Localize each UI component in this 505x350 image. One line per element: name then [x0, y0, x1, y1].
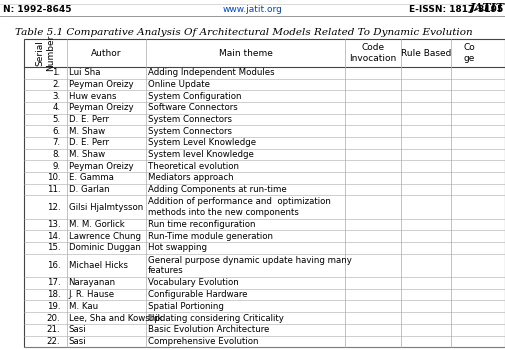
Text: Mediators approach: Mediators approach [147, 173, 233, 182]
Text: www.jatit.org: www.jatit.org [223, 6, 282, 14]
Text: Peyman Oreizy: Peyman Oreizy [69, 103, 133, 112]
Text: 1.: 1. [52, 68, 60, 77]
Text: Table 5.1 Comparative Analysis Of Architectural Models Related To Dynamic Evolut: Table 5.1 Comparative Analysis Of Archit… [15, 28, 472, 37]
Text: 17.: 17. [46, 279, 60, 287]
Text: Rule Based: Rule Based [400, 49, 450, 57]
Text: E. Gamma: E. Gamma [69, 173, 113, 182]
Text: System Configuration: System Configuration [147, 92, 241, 100]
Text: 8.: 8. [52, 150, 60, 159]
Text: Hot swapping: Hot swapping [147, 244, 207, 252]
Text: Main theme: Main theme [218, 49, 272, 57]
Text: N: 1992-8645: N: 1992-8645 [3, 6, 71, 14]
Text: Serial
Number: Serial Number [36, 35, 55, 71]
Text: Peyman Oreizy: Peyman Oreizy [69, 80, 133, 89]
Text: System level Knowledge: System level Knowledge [147, 150, 254, 159]
Text: Online Update: Online Update [147, 80, 210, 89]
Text: 12.: 12. [46, 203, 60, 211]
Text: Adding Components at run-time: Adding Components at run-time [147, 185, 286, 194]
Text: Michael Hicks: Michael Hicks [69, 261, 127, 270]
Text: Narayanan: Narayanan [69, 279, 116, 287]
Text: 15.: 15. [46, 244, 60, 252]
Text: 4.: 4. [52, 103, 60, 112]
Text: 18.: 18. [46, 290, 60, 299]
Text: Peyman Oreizy: Peyman Oreizy [69, 162, 133, 171]
Text: E-ISSN: 1817-3195: E-ISSN: 1817-3195 [409, 6, 502, 14]
Text: Theoretical evolution: Theoretical evolution [147, 162, 238, 171]
Text: D. E. Perr: D. E. Perr [69, 138, 109, 147]
Text: Vocabulary Evolution: Vocabulary Evolution [147, 279, 238, 287]
Text: D. E. Perr: D. E. Perr [69, 115, 109, 124]
Text: Sasi: Sasi [69, 325, 86, 334]
Text: 16.: 16. [46, 261, 60, 270]
Text: 22.: 22. [46, 337, 60, 346]
Text: System Connectors: System Connectors [147, 115, 231, 124]
Text: Code
Invocation: Code Invocation [349, 43, 396, 63]
Text: J. R. Hause: J. R. Hause [69, 290, 115, 299]
Text: Huw evans: Huw evans [69, 92, 116, 100]
Text: Dominic Duggan: Dominic Duggan [69, 244, 140, 252]
Text: Lawrence Chung: Lawrence Chung [69, 232, 140, 241]
Text: Author: Author [91, 49, 121, 57]
Text: Lui Sha: Lui Sha [69, 68, 100, 77]
Text: Co
ge: Co ge [463, 43, 474, 63]
Text: M. Kau: M. Kau [69, 302, 97, 311]
Text: 3.: 3. [52, 92, 60, 100]
Text: 20.: 20. [46, 314, 60, 322]
Text: 6.: 6. [52, 127, 60, 136]
Text: 9.: 9. [52, 162, 60, 171]
Bar [24, 39, 504, 347]
Text: Run time reconfiguration: Run time reconfiguration [147, 220, 255, 229]
Text: M. Shaw: M. Shaw [69, 150, 105, 159]
Text: System Level Knowledge: System Level Knowledge [147, 138, 256, 147]
Text: Basic Evolution Architecture: Basic Evolution Architecture [147, 325, 269, 334]
Text: M. Shaw: M. Shaw [69, 127, 105, 136]
Text: 11.: 11. [46, 185, 60, 194]
Text: JATIT: JATIT [469, 2, 504, 13]
Text: Spatial Portioning: Spatial Portioning [147, 302, 223, 311]
Text: Adding Independent Modules: Adding Independent Modules [147, 68, 274, 77]
Text: 7.: 7. [52, 138, 60, 147]
Text: Software Connectors: Software Connectors [147, 103, 237, 112]
Text: 14.: 14. [46, 232, 60, 241]
Text: 13.: 13. [46, 220, 60, 229]
Text: 10.: 10. [46, 173, 60, 182]
Text: General purpose dynamic update having many
features: General purpose dynamic update having ma… [147, 256, 351, 275]
Text: 5.: 5. [52, 115, 60, 124]
Text: Comprehensive Evolution: Comprehensive Evolution [147, 337, 258, 346]
Text: Updating considering Criticality: Updating considering Criticality [147, 314, 283, 322]
Text: D. Garlan: D. Garlan [69, 185, 109, 194]
Text: Configurable Hardware: Configurable Hardware [147, 290, 247, 299]
Text: Gilsi Hjalmtysson: Gilsi Hjalmtysson [69, 203, 142, 211]
Text: 21.: 21. [46, 325, 60, 334]
Text: Run-Time module generation: Run-Time module generation [147, 232, 272, 241]
Text: Lee, Sha and Kowshik: Lee, Sha and Kowshik [69, 314, 162, 322]
Text: 2.: 2. [52, 80, 60, 89]
Text: M. M. Gorlick: M. M. Gorlick [69, 220, 124, 229]
Text: Addition of performance and  optimization
methods into the new components: Addition of performance and optimization… [147, 197, 330, 217]
Text: 19.: 19. [46, 302, 60, 311]
Text: System Connectors: System Connectors [147, 127, 231, 136]
Text: Sasi: Sasi [69, 337, 86, 346]
